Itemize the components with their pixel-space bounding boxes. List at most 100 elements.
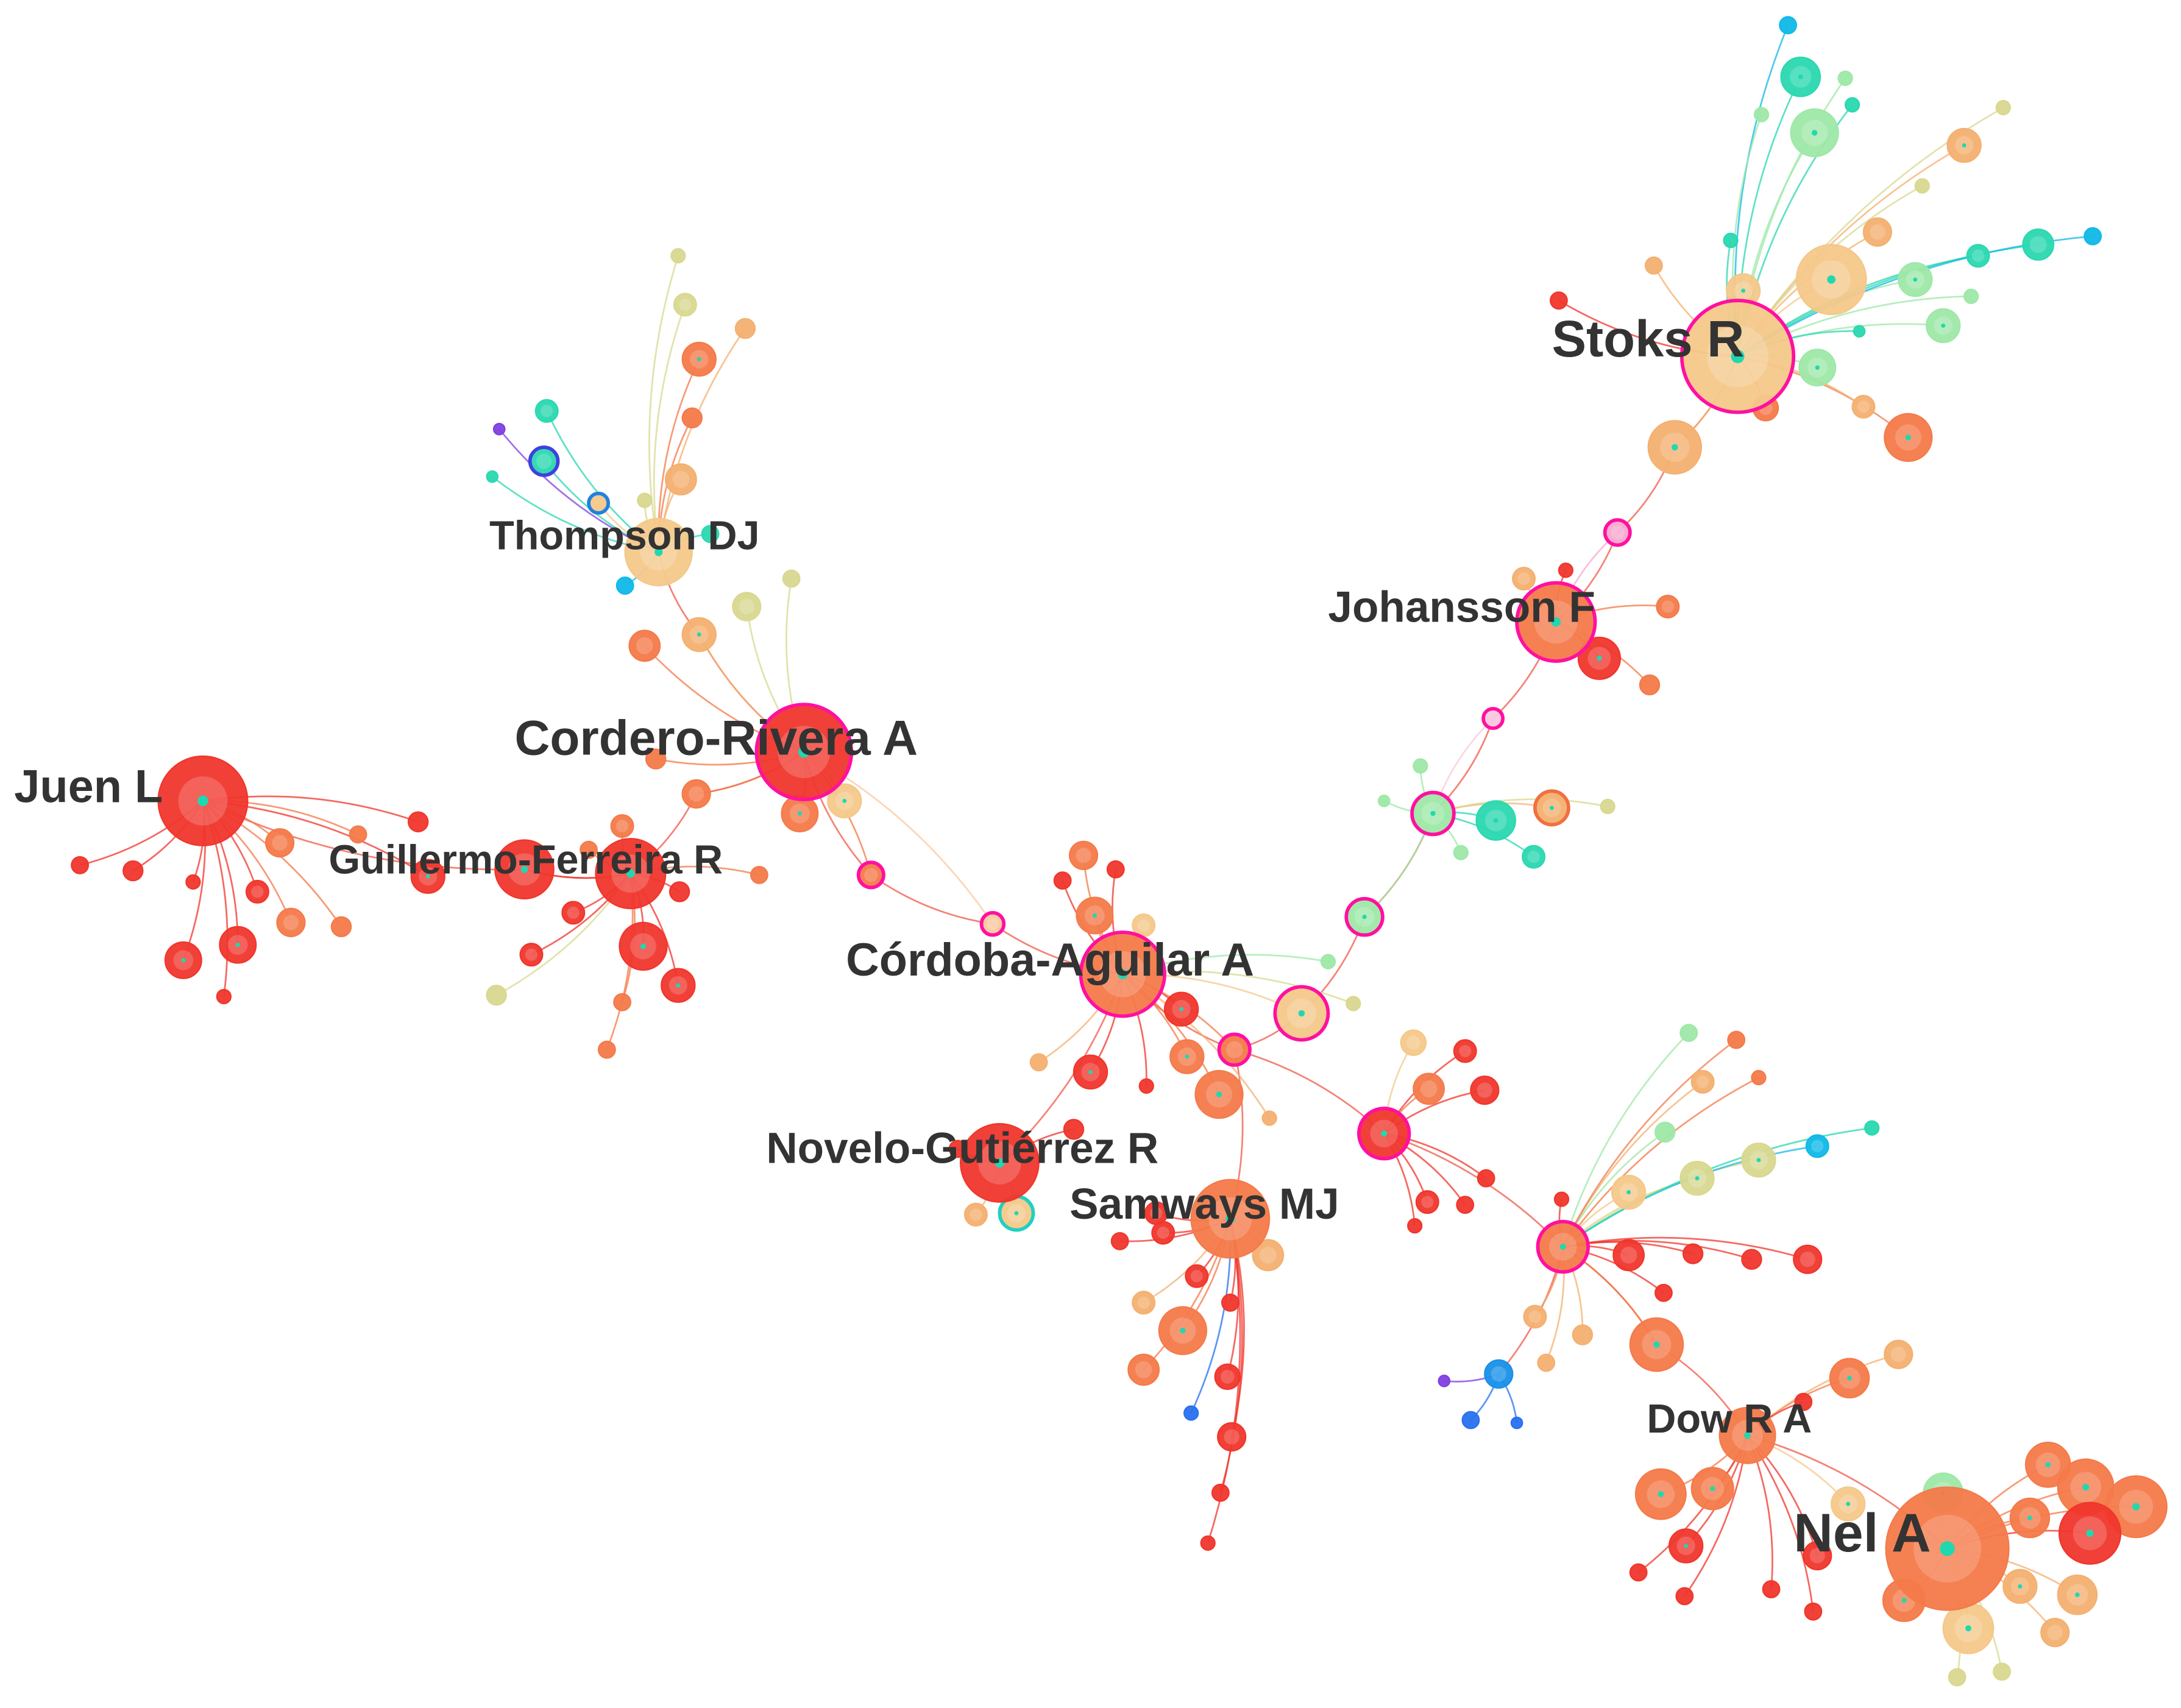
node-core: [672, 470, 690, 488]
node-center: [1846, 1501, 1851, 1506]
node: [349, 825, 367, 844]
node: [1656, 595, 1680, 618]
node-center: [697, 632, 701, 637]
node-center: [1684, 1543, 1689, 1548]
node-core: [1259, 1246, 1277, 1264]
node: [1995, 100, 2011, 116]
node-core: [1527, 850, 1540, 863]
edge: [870, 874, 993, 925]
node: [1603, 518, 1632, 547]
node-center: [1901, 1598, 1907, 1603]
node: [1217, 1422, 1247, 1452]
node: [1221, 1293, 1239, 1312]
node: [1214, 1363, 1241, 1391]
node: [407, 811, 429, 832]
node: [1837, 70, 1853, 87]
edge: [1562, 1039, 1737, 1247]
node-label: Novelo-Gutiérrez R: [766, 1124, 1158, 1172]
node: [1407, 1218, 1423, 1234]
node: [1794, 1392, 1813, 1411]
node-center: [1216, 1091, 1222, 1097]
nodes: [71, 16, 2168, 1687]
node-center: [1550, 806, 1554, 810]
node-center: [1913, 277, 1918, 282]
node: [1993, 1662, 2011, 1681]
node: [1723, 232, 1739, 249]
node-center: [2027, 1515, 2032, 1520]
node: [1966, 244, 1990, 268]
node-core: [1800, 1252, 1815, 1267]
node-center: [1088, 1069, 1093, 1074]
node-core: [1809, 1548, 1825, 1564]
node-core: [1477, 1082, 1492, 1098]
node: [1132, 1291, 1156, 1315]
node: [665, 463, 697, 496]
node: [615, 576, 634, 595]
node-center: [697, 357, 701, 361]
node-core: [1491, 1366, 1506, 1382]
node: [1144, 1201, 1168, 1225]
node-center: [1827, 275, 1836, 284]
node: [1639, 674, 1661, 696]
node: [1679, 1024, 1698, 1043]
node-core: [1135, 1361, 1152, 1378]
node-core: [2047, 1625, 2063, 1640]
node-label: Johansson F: [1328, 584, 1595, 632]
node: [979, 910, 1006, 937]
node: [1346, 996, 1361, 1012]
node: [1211, 1483, 1230, 1502]
node-core: [1421, 1196, 1434, 1208]
node: [71, 856, 90, 874]
edge: [1562, 1081, 1703, 1247]
node: [185, 874, 201, 890]
node-core: [1190, 1270, 1203, 1283]
node: [1106, 860, 1125, 879]
node: [1477, 1169, 1495, 1188]
node: [1512, 567, 1536, 591]
node: [750, 865, 768, 884]
node-center: [842, 798, 847, 803]
node-center: [626, 869, 635, 878]
node-center: [676, 983, 681, 988]
node-center: [1225, 1214, 1235, 1224]
node-center: [1962, 143, 1966, 147]
node: [2040, 1618, 2070, 1648]
node-core: [864, 868, 878, 882]
node: [330, 916, 352, 937]
node: [1558, 562, 1574, 578]
node-core: [970, 1208, 982, 1221]
node: [276, 907, 306, 937]
node: [1851, 394, 1876, 419]
node: [1063, 1119, 1085, 1140]
node: [580, 840, 598, 859]
node-core: [1528, 1310, 1542, 1323]
node-core: [636, 637, 653, 654]
node-center: [1559, 1244, 1566, 1250]
node: [1453, 845, 1469, 860]
node-center: [1362, 915, 1367, 920]
node: [1438, 1374, 1451, 1387]
node: [1727, 1030, 1746, 1049]
node-core: [1137, 1296, 1150, 1309]
node: [1741, 1249, 1762, 1270]
node: [1110, 1231, 1129, 1250]
node-core: [1150, 1207, 1163, 1220]
node: [1068, 840, 1099, 870]
node: [1217, 1032, 1252, 1067]
node: [1654, 1121, 1676, 1143]
node: [561, 901, 586, 925]
node: [1415, 1190, 1439, 1214]
node-center: [1551, 617, 1561, 627]
node: [1844, 97, 1860, 113]
node-core: [1224, 1429, 1239, 1445]
node: [1413, 758, 1428, 774]
node-center: [520, 865, 528, 873]
edge: [653, 304, 686, 553]
node-center: [1180, 1328, 1186, 1334]
node: [670, 248, 686, 264]
edge: [1562, 1077, 1759, 1247]
node-center: [1731, 349, 1745, 363]
node-center: [995, 1158, 1005, 1168]
node: [1185, 1264, 1209, 1288]
node-center: [2018, 1584, 2023, 1589]
